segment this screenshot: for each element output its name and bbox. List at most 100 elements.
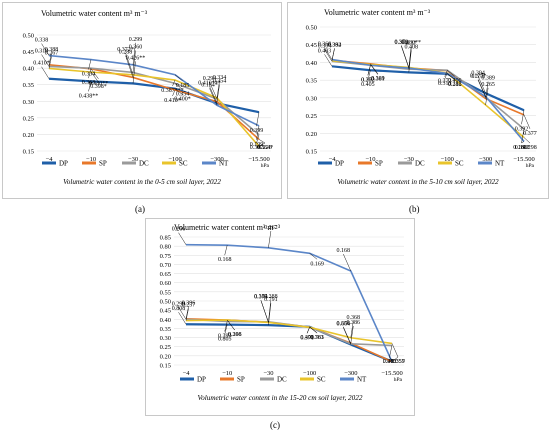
leader-line	[444, 72, 448, 80]
data-label: 0.294	[203, 76, 217, 82]
legend-label-dp: DP	[197, 376, 206, 384]
legend-label-sc: SC	[179, 160, 188, 168]
data-label: 0.377	[523, 131, 537, 137]
leader-line	[125, 52, 134, 75]
series-line-sc	[185, 319, 393, 345]
x-unit-label: hPa	[261, 163, 270, 169]
y-tick-label: 0.50	[306, 25, 317, 32]
legend-label-dc: DC	[415, 160, 425, 168]
y-tick-label: 0.40	[160, 317, 171, 324]
y-tick-label: 0.45	[160, 308, 171, 315]
leader-line	[477, 79, 486, 97]
leader-line	[256, 134, 260, 144]
series-line-dp	[185, 323, 393, 363]
y-tick-label: 0.15	[23, 149, 34, 156]
y-tick-label: 0.50	[23, 33, 34, 40]
legend-label-sc: SC	[455, 160, 464, 168]
leader-line	[209, 88, 218, 106]
data-label: 0.406	[448, 78, 462, 84]
panel-label-a: (a)	[135, 204, 145, 214]
data-label: 0.226	[258, 145, 272, 151]
leader-line	[132, 42, 136, 65]
y-tick-label: 0.40	[306, 60, 317, 67]
data-label: 0.299	[129, 37, 143, 43]
data-label: 0.288	[119, 49, 133, 55]
leader-line	[258, 142, 266, 147]
data-label: 0.388	[45, 47, 59, 53]
leader-line	[485, 81, 489, 99]
data-label: 0.388	[264, 294, 278, 300]
y-tick-label: 0.35	[23, 82, 34, 89]
chart-c: Volumetric water content m³ m⁻³0.85 0.80 0…	[160, 223, 405, 402]
y-tick-label: 0.50	[160, 299, 171, 306]
leader-line	[48, 56, 52, 69]
data-label: 0.257	[182, 303, 196, 309]
y-tick-label: 0.20	[23, 132, 34, 139]
data-label: 0.808	[172, 306, 186, 312]
data-label: 0.387***	[161, 88, 184, 94]
data-label: 0.426**	[126, 55, 146, 61]
data-label: 0.396	[228, 332, 242, 338]
data-label: 0.400*	[174, 97, 191, 103]
data-label: 0.334	[213, 75, 227, 81]
leader-line	[324, 49, 333, 62]
leader-line	[350, 320, 354, 338]
leader-line	[331, 48, 335, 61]
data-label: 0.410*	[164, 98, 181, 104]
x-tick-label: −100	[303, 370, 316, 377]
leader-line	[370, 64, 379, 75]
leader-line	[256, 112, 260, 127]
data-label: 0.37	[406, 41, 417, 47]
data-label: 0.299	[172, 301, 186, 307]
series-line-nt	[48, 54, 260, 127]
data-label: 0.164*	[201, 82, 218, 88]
leader-line	[256, 125, 260, 140]
data-label: 0.371	[300, 335, 314, 341]
leader-line	[209, 81, 218, 100]
leader-line	[309, 326, 318, 334]
leader-line	[41, 66, 50, 79]
leader-line	[125, 55, 134, 78]
y-tick-label: 0.25	[160, 344, 171, 351]
chart-caption: Volumetric water content in the 0-5 cm s…	[63, 178, 221, 186]
leader-line	[268, 230, 272, 248]
x-tick-label: −15.500	[381, 370, 403, 377]
leader-line	[444, 70, 448, 77]
chart-a: Volumetric water content m³ m⁻³0.500.450…	[23, 9, 274, 186]
leader-line	[343, 327, 352, 345]
leader-line	[224, 245, 228, 256]
data-label: 0.307	[250, 145, 264, 151]
data-label: 0.400	[300, 335, 314, 341]
leader-line	[367, 65, 371, 76]
chart-caption: Volumetric water content in the 5-10 cm …	[337, 178, 499, 186]
y-tick-label: 0.45	[23, 49, 34, 56]
leader-line	[178, 307, 187, 320]
data-label: 0.389	[395, 40, 409, 46]
leader-line	[172, 89, 176, 97]
x-tick-label: −4	[183, 370, 191, 377]
data-label: 0.212	[448, 81, 462, 87]
chart-title: Volumetric water content m³ m⁻³	[174, 223, 281, 232]
y-tick-label: 0.80	[160, 244, 171, 251]
legend-label-dp: DP	[59, 160, 68, 168]
leader-line	[447, 73, 455, 80]
data-label: 0.383	[310, 335, 324, 341]
x-tick-label: −15.500	[513, 156, 535, 163]
leader-line	[367, 70, 371, 81]
data-label: 0.368	[82, 80, 96, 86]
leader-line	[216, 84, 220, 102]
data-label: 0.368	[318, 42, 332, 48]
leader-line	[389, 356, 393, 362]
y-tick-label: 0.20	[160, 353, 171, 360]
data-label: 0.394	[471, 70, 485, 76]
data-label: 0.334	[82, 72, 96, 78]
leader-line	[216, 80, 220, 99]
y-tick-label: 0.15	[160, 363, 171, 370]
leader-line	[324, 47, 333, 60]
leader-line	[90, 71, 99, 83]
data-label: 0.386	[347, 320, 361, 326]
data-label: 0.310	[35, 48, 49, 54]
data-label: 0.386	[448, 82, 462, 88]
leader-line	[132, 50, 136, 73]
data-label: 0.265	[481, 82, 495, 88]
